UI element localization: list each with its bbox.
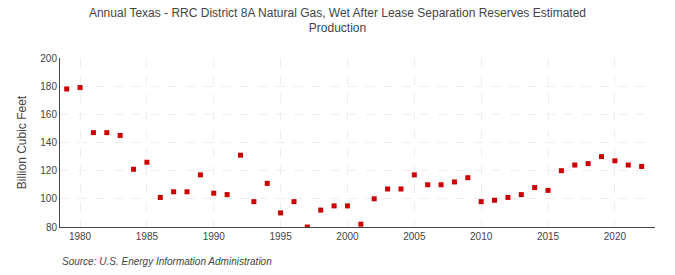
svg-text:160: 160 xyxy=(40,109,57,120)
svg-text:2000: 2000 xyxy=(336,231,359,242)
svg-text:2010: 2010 xyxy=(470,231,493,242)
svg-text:180: 180 xyxy=(40,81,57,92)
svg-text:80: 80 xyxy=(46,222,58,233)
svg-text:2020: 2020 xyxy=(604,231,627,242)
svg-text:200: 200 xyxy=(40,53,57,64)
svg-text:100: 100 xyxy=(40,193,57,204)
svg-text:2005: 2005 xyxy=(403,231,426,242)
svg-text:140: 140 xyxy=(40,137,57,148)
svg-text:120: 120 xyxy=(40,165,57,176)
svg-text:1980: 1980 xyxy=(69,231,92,242)
svg-text:1985: 1985 xyxy=(136,231,159,242)
svg-text:2015: 2015 xyxy=(537,231,560,242)
svg-text:1995: 1995 xyxy=(269,231,292,242)
svg-text:Billion Cubic Feet: Billion Cubic Feet xyxy=(15,95,29,189)
svg-text:1990: 1990 xyxy=(203,231,226,242)
svg-text:Annual Texas - RRC District 8A: Annual Texas - RRC District 8A Natural G… xyxy=(89,6,586,36)
svg-text:Source: U.S. Energy Informatio: Source: U.S. Energy Information Administ… xyxy=(62,256,272,267)
